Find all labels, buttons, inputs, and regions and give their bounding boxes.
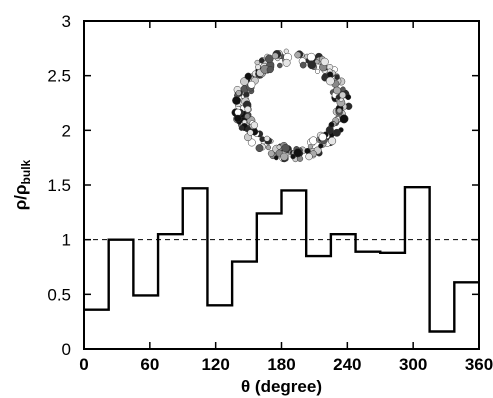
molecule-atom (299, 61, 307, 69)
molecule-atom (271, 52, 279, 60)
molecule-atom (294, 51, 302, 59)
molecule-atom (265, 54, 274, 64)
plot-frame (83, 20, 480, 350)
y-axis-label: ρ/ρbulk (11, 159, 33, 210)
x-tick-label: 300 (399, 355, 427, 374)
molecule-atom (254, 59, 260, 66)
molecule-atom (334, 74, 340, 80)
molecule-atom (273, 155, 279, 161)
molecule-atom (282, 58, 291, 67)
x-tick-label: 0 (79, 355, 88, 374)
molecule-atom (247, 138, 256, 147)
molecule-atom (234, 108, 242, 116)
molecular-ring-inset (231, 48, 353, 163)
molecule-atom (328, 136, 337, 146)
molecule-atom (318, 133, 327, 142)
molecule-atom (244, 72, 252, 80)
molecule-atom (293, 148, 303, 158)
molecule-atom (250, 121, 259, 129)
x-axis-label: θ (degree) (241, 377, 322, 396)
molecule-atom (234, 114, 242, 123)
y-tick-label: 1 (62, 231, 71, 250)
molecule-atom (307, 144, 313, 150)
y-tick-label: 2.5 (47, 67, 71, 86)
x-tick-label: 120 (201, 355, 229, 374)
molecule-atom (232, 96, 241, 105)
molecule-atom (244, 105, 252, 113)
molecule-atom (267, 150, 275, 157)
molecule-atom (281, 143, 290, 153)
molecule-atom (283, 48, 289, 54)
molecule-atom (305, 152, 313, 161)
y-tick-label: 2 (62, 121, 71, 140)
molecule-atom (326, 71, 334, 78)
molecule-atom (255, 64, 261, 70)
y-tick-label: 1.5 (47, 176, 71, 195)
y-axis-ticks: 0 0.5 1 1.5 2 2.5 3 (47, 12, 479, 359)
molecule-atom (238, 125, 245, 131)
molecule-atom (314, 68, 321, 74)
molecule-atom (265, 144, 272, 151)
molecule-atom (247, 129, 254, 136)
molecule-atom (276, 144, 282, 150)
x-tick-label: 240 (333, 355, 361, 374)
x-axis-ticks: 0 60 120 180 240 300 360 (79, 21, 493, 374)
y-tick-label: 3 (62, 12, 71, 31)
molecule-atom (247, 80, 256, 89)
x-tick-label: 360 (465, 355, 493, 374)
molecule-atom (255, 144, 264, 153)
molecule-atom (244, 113, 251, 120)
molecule-atom (277, 62, 283, 69)
molecule-atom (325, 76, 335, 86)
x-tick-label: 180 (267, 355, 295, 374)
y-tick-label: 0.5 (47, 285, 71, 304)
molecule-atom (340, 86, 346, 92)
molecule-atom (280, 152, 289, 161)
molecule-atom (307, 60, 317, 70)
molecule-atom (318, 143, 324, 149)
molecule-atom (328, 121, 335, 128)
molecule-atom (320, 57, 329, 66)
molecule-atom (304, 147, 311, 155)
molecule-atom (266, 66, 274, 74)
molecule-atom (339, 114, 349, 124)
y-axis-label-base: ρ/ρ (11, 184, 30, 210)
y-tick-label: 0 (62, 340, 71, 359)
density-step-series (84, 185, 479, 333)
molecule-atom (345, 94, 352, 101)
y-axis-label-subscript: bulk (19, 159, 33, 184)
molecule-atom (264, 135, 270, 142)
molecule-atom (307, 52, 316, 62)
molecule-atom (258, 57, 265, 64)
molecule-atom (322, 73, 328, 79)
x-tick-label: 60 (140, 355, 159, 374)
molecule-atom (339, 91, 347, 99)
molecule-atom (290, 153, 296, 160)
molecule-atom (333, 86, 341, 95)
molecule-atom (336, 107, 343, 114)
molecule-atom (332, 128, 341, 137)
molecule-atom (235, 89, 242, 96)
